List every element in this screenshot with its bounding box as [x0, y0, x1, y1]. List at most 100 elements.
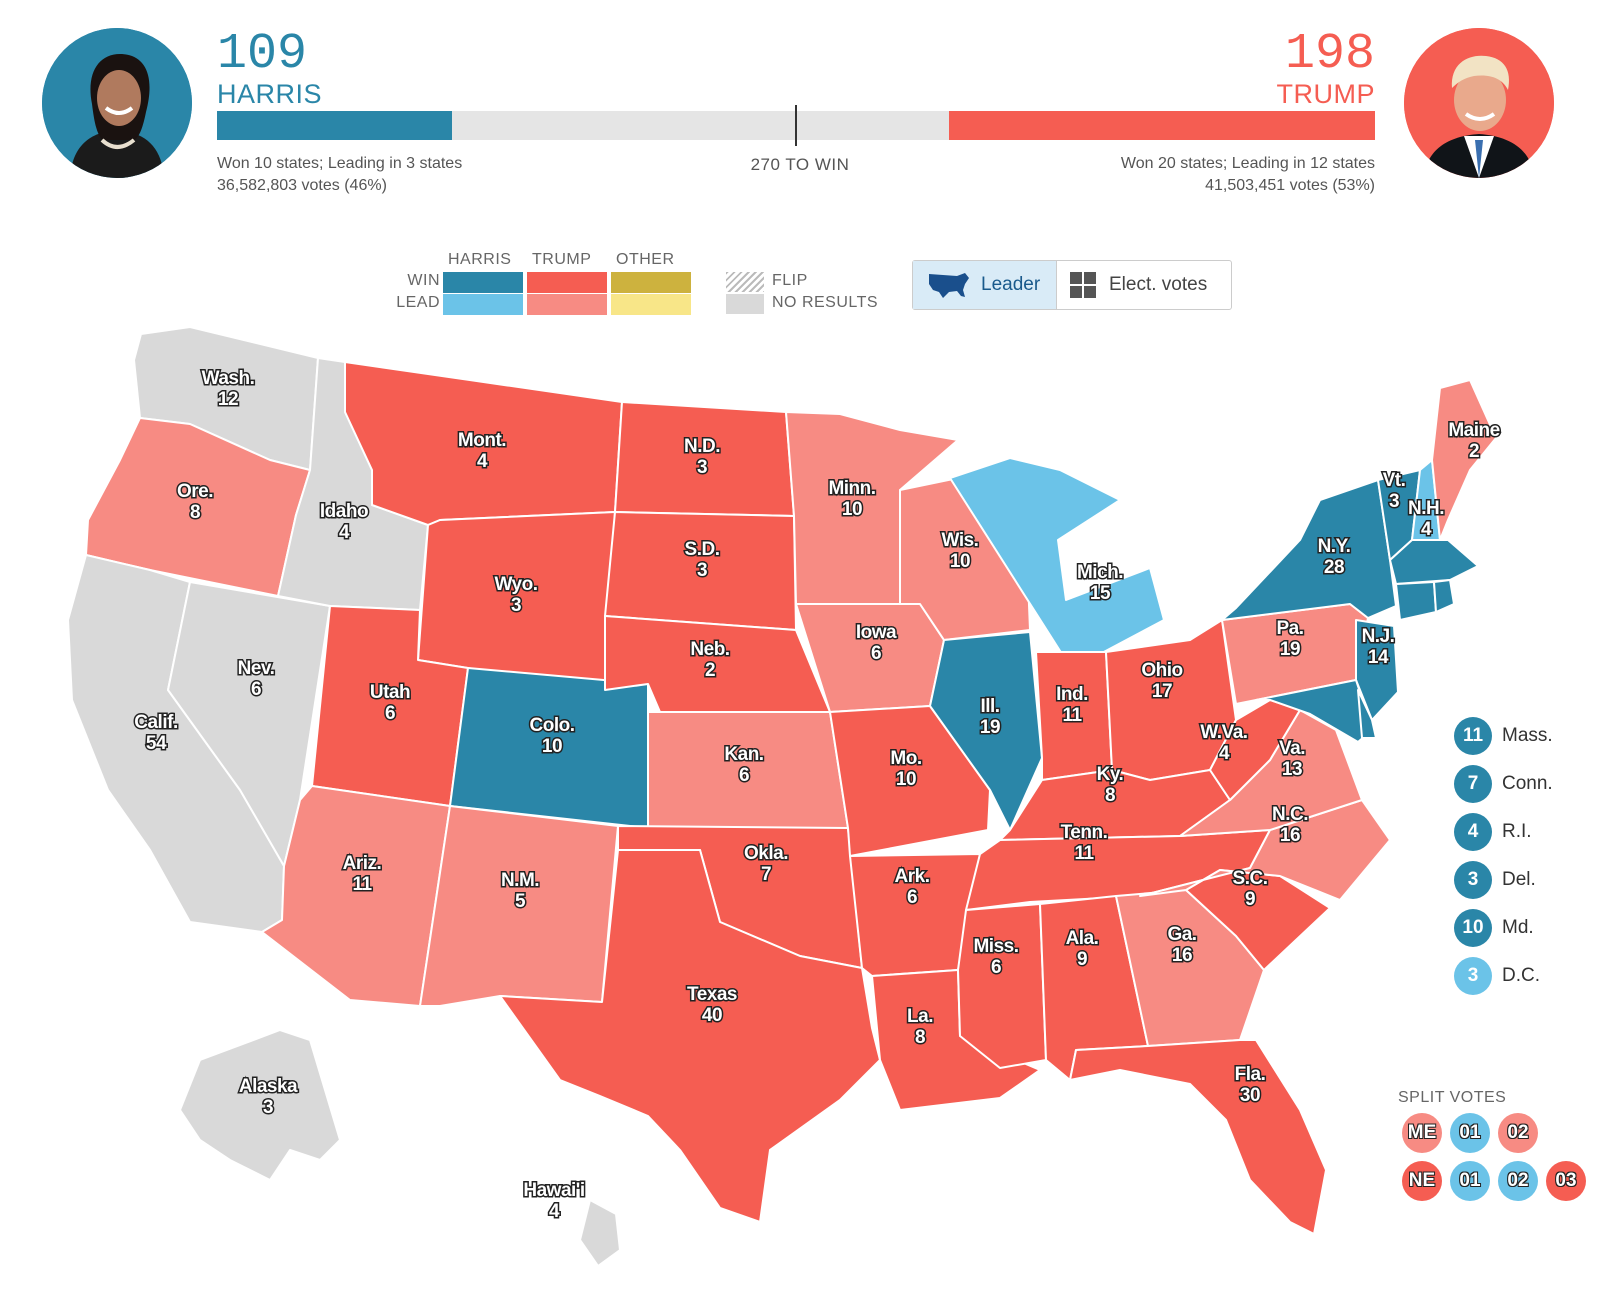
- split-vote-badge[interactable]: 03: [1546, 1161, 1586, 1201]
- state-tx[interactable]: [499, 849, 881, 1223]
- state-label-vt: Vt.: [1383, 470, 1406, 491]
- trump-electoral-votes: 198: [1284, 26, 1375, 83]
- trump-summary: Won 20 states; Leading in 12 states 41,5…: [1121, 153, 1375, 197]
- state-ev-ga: 16: [1172, 945, 1192, 966]
- state-ev-nd: 3: [697, 457, 707, 478]
- state-label-az: Ariz.: [343, 853, 382, 874]
- state-ev-tx: 40: [702, 1005, 722, 1026]
- state-fl[interactable]: [1069, 1039, 1327, 1235]
- trump-popular-vote: 41,503,451 votes (53%): [1205, 177, 1375, 194]
- state-label-mo: Mo.: [890, 748, 921, 769]
- us-map-icon: [929, 273, 969, 298]
- state-hi[interactable]: [579, 1199, 621, 1267]
- split-vote-badge[interactable]: 01: [1450, 1113, 1490, 1153]
- harris-summary: Won 10 states; Leading in 3 states 36,58…: [217, 153, 462, 197]
- split-vote-badge[interactable]: ME: [1402, 1113, 1442, 1153]
- state-ak[interactable]: [179, 1029, 341, 1181]
- state-label-nd: N.D.: [684, 436, 720, 457]
- state-label-wv: W.Va.: [1200, 722, 1247, 743]
- state-label-nv: Nev.: [238, 658, 275, 679]
- state-label-ar: Ark.: [895, 866, 930, 887]
- state-label-ia: Iowa: [856, 622, 897, 643]
- legend-trump-lead-swatch: [527, 294, 607, 315]
- state-nc[interactable]: [1139, 799, 1391, 901]
- state-label-sd: S.D.: [685, 539, 720, 560]
- state-ev-pa: 19: [1280, 639, 1300, 660]
- state-label-nh: N.H.: [1408, 498, 1444, 519]
- state-ev-mt: 4: [477, 451, 488, 472]
- legend-flip-swatch: [726, 272, 764, 292]
- small-state-ev-badge[interactable]: 11: [1454, 717, 1492, 755]
- split-vote-badge[interactable]: 02: [1498, 1113, 1538, 1153]
- state-label-id: Idaho: [320, 501, 368, 522]
- state-label-il: Ill.: [980, 696, 999, 717]
- state-label-nj: N.J.: [1362, 626, 1395, 647]
- harris-electoral-votes: 109: [217, 26, 308, 83]
- small-state-name: R.I.: [1502, 821, 1532, 842]
- split-vote-badge[interactable]: 01: [1450, 1161, 1490, 1201]
- state-label-nm: N.M.: [501, 870, 539, 891]
- state-me[interactable]: [1431, 379, 1497, 541]
- state-ev-al: 9: [1077, 949, 1087, 970]
- state-ev-ky: 8: [1105, 785, 1115, 806]
- legend-no-results-label: NO RESULTS: [772, 294, 879, 311]
- state-label-ok: Okla.: [744, 843, 788, 864]
- state-ev-sd: 3: [697, 560, 707, 581]
- split-vote-badge[interactable]: NE: [1402, 1161, 1442, 1201]
- small-state-ev-badge[interactable]: 7: [1454, 765, 1492, 803]
- state-ev-ut: 6: [385, 703, 395, 724]
- leader-view-label: Leader: [981, 274, 1041, 295]
- state-label-tx: Texas: [687, 984, 737, 1005]
- state-nj[interactable]: [1355, 619, 1399, 721]
- small-state-ev-badge[interactable]: 3: [1454, 957, 1492, 995]
- split-votes-title: SPLIT VOTES: [1398, 1089, 1507, 1106]
- state-md[interactable]: [1255, 679, 1373, 743]
- state-label-ky: Ky.: [1097, 764, 1124, 785]
- small-state-ev-badge[interactable]: 10: [1454, 909, 1492, 947]
- state-ev-or: 8: [190, 502, 200, 523]
- grid-icon: [1070, 272, 1096, 298]
- state-label-pa: Pa.: [1276, 618, 1303, 639]
- state-ms[interactable]: [957, 903, 1047, 1069]
- state-de[interactable]: [1357, 689, 1377, 739]
- state-label-wi: Wis.: [942, 530, 979, 551]
- harris-popular-vote: 36,582,803 votes (46%): [217, 177, 387, 194]
- state-label-ks: Kan.: [724, 744, 763, 765]
- legend-other-win-swatch: [611, 272, 691, 293]
- small-state-ev-badge[interactable]: 3: [1454, 861, 1492, 899]
- legend-harris-win-swatch: [443, 272, 523, 293]
- state-label-fl: Fla.: [1235, 1064, 1266, 1085]
- state-ev-nm: 5: [515, 891, 526, 912]
- state-ny[interactable]: [1221, 479, 1397, 621]
- state-ev-ia: 6: [871, 643, 881, 664]
- state-ev-oh: 17: [1152, 681, 1172, 702]
- small-state-name: Conn.: [1502, 773, 1553, 794]
- legend-lead-label: LEAD: [396, 294, 440, 311]
- leader-view-button[interactable]: Leader: [913, 261, 1057, 309]
- legend-harris-header: HARRIS: [448, 251, 512, 268]
- state-ev-il: 19: [980, 717, 1000, 738]
- state-ev-fl: 30: [1240, 1085, 1260, 1106]
- state-ev-nj: 14: [1368, 647, 1389, 668]
- state-ev-ar: 6: [907, 887, 917, 908]
- electoral-votes-view-label: Elect. votes: [1109, 274, 1208, 295]
- state-label-mi: Mich.: [1077, 562, 1123, 583]
- harris-name: HARRIS: [217, 79, 323, 109]
- state-ct[interactable]: [1395, 581, 1437, 621]
- state-ri[interactable]: [1433, 579, 1455, 613]
- state-label-in: Ind.: [1056, 684, 1088, 705]
- small-state-ev-badge[interactable]: 4: [1454, 813, 1492, 851]
- legend-flip-label: FLIP: [772, 272, 808, 289]
- trump-avatar: [1404, 28, 1554, 178]
- state-ev-wv: 4: [1219, 743, 1230, 764]
- state-ev-ok: 7: [761, 864, 771, 885]
- state-ev-wa: 12: [218, 389, 238, 410]
- legend-harris-lead-swatch: [443, 294, 523, 315]
- state-label-ut: Utah: [370, 682, 410, 703]
- state-label-nc: N.C.: [1272, 804, 1308, 825]
- win-threshold-marker: [795, 105, 797, 146]
- trump-states-summary: Won 20 states; Leading in 12 states: [1120, 155, 1375, 172]
- harris-states-summary: Won 10 states; Leading in 3 states: [217, 155, 463, 172]
- electoral-votes-view-button[interactable]: Elect. votes: [1057, 261, 1232, 309]
- split-vote-badge[interactable]: 02: [1498, 1161, 1538, 1201]
